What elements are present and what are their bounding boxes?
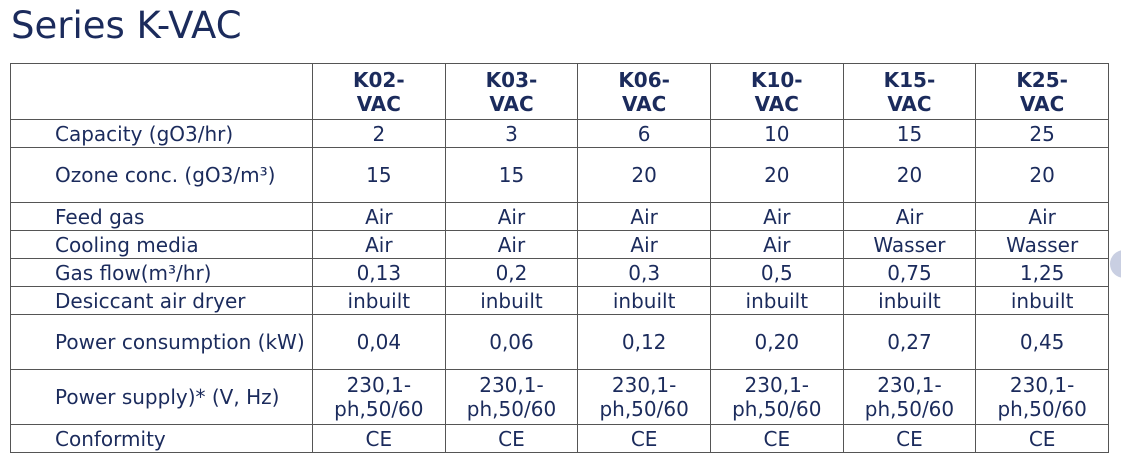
table-cell: 6 [577,119,711,148]
table-row: Conformity CE CE CE CE CE CE [10,424,1109,453]
table-cell: CE [709,424,844,453]
table-cell: Air [444,230,579,259]
table-cell: 0,3 [577,258,711,287]
table-cell: Wasser [975,230,1109,259]
row-label: Ozone conc. (gO3/m³) [10,147,313,203]
table-cell: Air [577,202,711,231]
table-cell: CE [312,424,446,453]
table-row: Capacity (gO3/hr) 2 3 6 10 15 25 [10,119,1109,148]
table-cell: 25 [975,119,1109,148]
table-header-row: K02- VAC K03- VAC K06- VAC K10- VAC K15- VAC… [10,63,1109,120]
row-label: Desiccant air dryer [10,286,313,315]
table-cell: 2 [312,119,446,148]
table-cell: 15 [444,147,579,203]
table-cell: Air [577,230,711,259]
table-cell: 230,1-ph,50/60 [444,369,579,425]
column-header-0: K02- VAC [312,63,446,120]
table-cell: 15 [312,147,446,203]
table-cell: Wasser [842,230,977,259]
table-cell: 20 [975,147,1109,203]
table-cell: 10 [709,119,844,148]
table-cell: inbuilt [444,286,579,315]
table-cell: 0,13 [312,258,446,287]
table-row: Feed gas Air Air Air Air Air Air [10,202,1109,231]
table-cell: Air [709,202,844,231]
table-cell: 0,12 [577,314,711,370]
table-cell: 230,1-ph,50/60 [842,369,977,425]
table-cell: CE [577,424,711,453]
table-cell: 0,04 [312,314,446,370]
table-cell: inbuilt [312,286,446,315]
table-cell: inbuilt [577,286,711,315]
table-row: Gas flow(m³/hr) 0,13 0,2 0,3 0,5 0,75 1,25 [10,258,1109,287]
table-cell: 20 [709,147,844,203]
table-cell: 0,06 [444,314,579,370]
table-row: Power consumption (kW) 0,04 0,06 0,12 0,20 0,… [10,314,1109,370]
column-header-5: K25- VAC [975,63,1109,120]
table-cell: inbuilt [975,286,1109,315]
table-cell: 0,2 [444,258,579,287]
table-cell: Air [312,202,446,231]
table-cell: 0,5 [709,258,844,287]
table-cell: 230,1-ph,50/60 [312,369,446,425]
table-cell: 230,1-ph,50/60 [709,369,844,425]
table-cell: Air [709,230,844,259]
table-cell: CE [444,424,579,453]
table-cell: CE [842,424,977,453]
table-cell: Air [444,202,579,231]
table-cell: 0,75 [842,258,977,287]
table-cell: 0,45 [975,314,1109,370]
table-cell: 230,1-ph,50/60 [577,369,711,425]
table-cell: Air [312,230,446,259]
row-label: Gas flow(m³/hr) [10,258,313,287]
table-cell: CE [975,424,1109,453]
table-cell: 0,27 [842,314,977,370]
table-cell: 230,1-ph,50/60 [975,369,1109,425]
row-label: Cooling media [10,230,313,259]
table-cell: Air [842,202,977,231]
table-row: Cooling media Air Air Air Air Wasser Wasser [10,230,1109,259]
table-cell: 20 [577,147,711,203]
table-cell: 0,20 [709,314,844,370]
table-cell: Air [975,202,1109,231]
table-row: Power supply)* (V, Hz) 230,1-ph,50/60 230,… [10,369,1109,425]
table-cell: 20 [842,147,977,203]
row-label: Capacity (gO3/hr) [10,119,313,148]
table-row: Ozone conc. (gO3/m³) 15 15 20 20 20 20 [10,147,1109,203]
table-row: Desiccant air dryer inbuilt inbuilt inbuilt… [10,286,1109,315]
table-cell: 3 [444,119,579,148]
table-cell: inbuilt [842,286,977,315]
row-label: Feed gas [10,202,313,231]
scroll-handle[interactable] [1110,250,1121,278]
row-label: Conformity [10,424,313,453]
table-cell: 1,25 [975,258,1109,287]
table-cell: inbuilt [709,286,844,315]
table-cell: 15 [842,119,977,148]
column-header-4: K15- VAC [842,63,977,120]
spec-table: K02- VAC K03- VAC K06- VAC K10- VAC K15- VAC… [10,63,1109,453]
row-label: Power supply)* (V, Hz) [10,369,313,425]
row-label: Power consumption (kW) [10,314,313,370]
header-empty-cell [10,63,313,120]
page-title: Series K-VAC [11,4,242,47]
column-header-1: K03- VAC [444,63,579,120]
column-header-3: K10- VAC [709,63,844,120]
column-header-2: K06- VAC [577,63,711,120]
